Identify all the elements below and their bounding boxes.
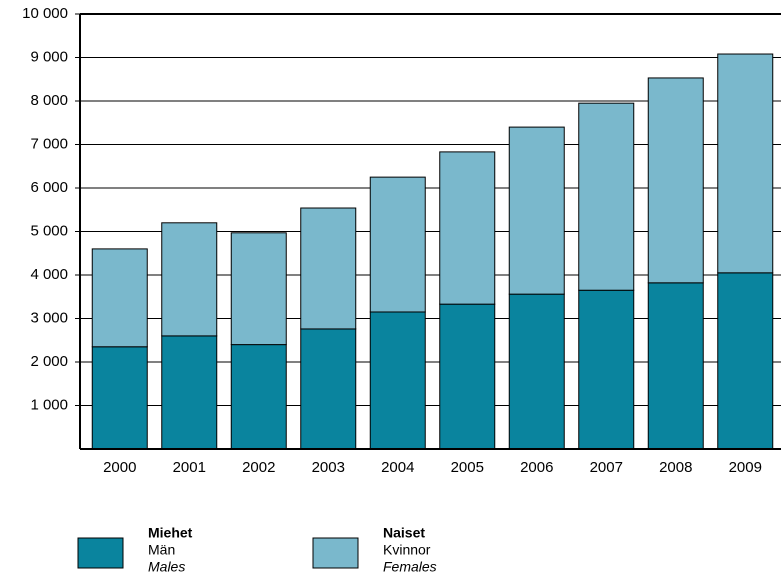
bar-segment	[230, 344, 287, 450]
y-tick-label: 3 000	[30, 309, 68, 326]
legend-swatch	[312, 537, 359, 569]
bar-segment	[300, 207, 357, 330]
bar-segment	[161, 335, 218, 450]
legend-name-sv: Män	[148, 542, 175, 558]
bar-segment	[91, 346, 148, 450]
x-tick-label: 2001	[173, 459, 206, 476]
x-tick-label: 2004	[381, 459, 414, 476]
y-tick-label: 8 000	[30, 92, 68, 109]
bar-segment	[717, 272, 774, 450]
legend-swatch	[77, 537, 124, 569]
x-tick-label: 2005	[451, 459, 484, 476]
legend-name-sv: Kvinnor	[383, 542, 431, 558]
bar-segment	[369, 311, 426, 450]
bar-segment	[508, 293, 565, 450]
x-tick-label: 2009	[729, 459, 762, 476]
bar-segment	[578, 102, 635, 291]
y-tick-label: 7 000	[30, 135, 68, 152]
legend-name: Naiset	[383, 525, 425, 541]
y-tick-label: 2 000	[30, 353, 68, 370]
bar-segment	[439, 151, 496, 305]
bar-segment	[161, 222, 218, 337]
legend-name: Miehet	[148, 525, 193, 541]
y-tick-label: 1 000	[30, 396, 68, 413]
bar-segment	[647, 77, 704, 284]
bar-segment	[230, 232, 287, 346]
y-tick-label: 5 000	[30, 222, 68, 239]
y-tick-label: 4 000	[30, 266, 68, 283]
legend-name-en: Females	[383, 559, 437, 575]
bar-segment	[508, 126, 565, 295]
x-tick-label: 2000	[103, 459, 136, 476]
bar-segment	[369, 176, 426, 313]
x-tick-label: 2006	[520, 459, 553, 476]
bar-segment	[578, 289, 635, 450]
legend-name-en: Males	[148, 559, 185, 575]
y-tick-label: 9 000	[30, 48, 68, 65]
bar-segment	[717, 53, 774, 274]
y-tick-label: 10 000	[22, 5, 68, 22]
x-tick-label: 2007	[590, 459, 623, 476]
bar-segment	[300, 328, 357, 450]
x-tick-label: 2003	[312, 459, 345, 476]
bar-segment	[647, 282, 704, 450]
bar-segment	[91, 248, 148, 348]
y-tick-label: 6 000	[30, 179, 68, 196]
x-tick-label: 2002	[242, 459, 275, 476]
x-tick-label: 2008	[659, 459, 692, 476]
bar-segment	[439, 303, 496, 450]
